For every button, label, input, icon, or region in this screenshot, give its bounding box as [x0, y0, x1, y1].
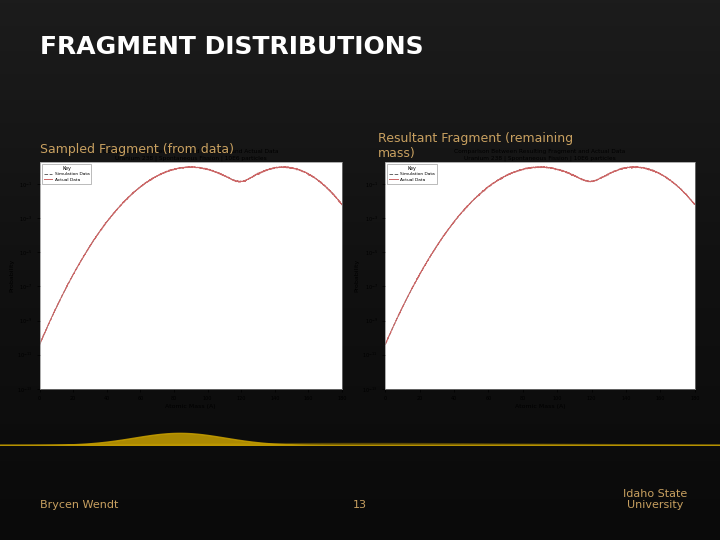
Simulation Data	[447, 222, 456, 228]
Simulation Data	[148, 175, 157, 181]
Text: Sampled Fragment (from data): Sampled Fragment (from data)	[40, 143, 233, 156]
Line: Simulation Data: Simulation Data	[40, 167, 342, 345]
Simulation Data	[53, 303, 61, 309]
Actual Data	[242, 177, 251, 184]
Y-axis label: Probability: Probability	[9, 259, 14, 292]
Text: 13: 13	[353, 500, 367, 510]
Title: Comparison Between Simululted Fragment and Actual Data
Uranium 238 | Spontaneous: Comparison Between Simululted Fragment a…	[103, 150, 279, 161]
Simulation Data	[399, 303, 408, 309]
Actual Data	[399, 303, 408, 310]
Actual Data	[100, 221, 109, 228]
Actual Data	[35, 341, 44, 348]
Title: Comparison Between Resulting Fragment and Actual Data
Uranium 238 | Spontaneous : Comparison Between Resulting Fragment an…	[454, 150, 626, 161]
Actual Data	[53, 303, 61, 310]
Simulation Data	[381, 341, 390, 348]
Actual Data	[184, 163, 193, 170]
Actual Data	[593, 177, 601, 184]
Line: Actual Data: Actual Data	[40, 166, 342, 345]
Line: Actual Data: Actual Data	[385, 166, 695, 344]
Actual Data	[381, 341, 390, 347]
Simulation Data	[507, 170, 516, 177]
Simulation Data	[338, 201, 346, 208]
Actual Data	[158, 170, 167, 177]
Simulation Data	[158, 170, 167, 177]
Actual Data	[509, 169, 518, 176]
Actual Data	[497, 174, 505, 181]
Actual Data	[690, 201, 699, 207]
Simulation Data	[497, 175, 505, 181]
Simulation Data	[630, 164, 639, 171]
Legend: Simulation Data, Actual Data: Simulation Data, Actual Data	[42, 164, 91, 184]
Actual Data	[338, 201, 346, 208]
Simulation Data	[279, 164, 287, 171]
X-axis label: Atomic Mass (A): Atomic Mass (A)	[166, 404, 216, 409]
Simulation Data	[509, 169, 518, 176]
X-axis label: Atomic Mass (A): Atomic Mass (A)	[515, 404, 565, 409]
Simulation Data	[160, 169, 168, 176]
Legend: Simulation Data, Actual Data: Simulation Data, Actual Data	[387, 164, 437, 184]
Text: FRAGMENT DISTRIBUTIONS: FRAGMENT DISTRIBUTIONS	[40, 35, 423, 59]
Actual Data	[160, 169, 168, 176]
Line: Simulation Data: Simulation Data	[385, 167, 695, 345]
Actual Data	[631, 163, 640, 170]
Simulation Data	[35, 341, 44, 348]
Actual Data	[447, 222, 456, 229]
Simulation Data	[242, 177, 251, 184]
Actual Data	[507, 170, 516, 177]
Y-axis label: Probability: Probability	[355, 259, 359, 292]
Text: Brycen Wendt: Brycen Wendt	[40, 500, 118, 510]
Simulation Data	[100, 222, 109, 228]
Actual Data	[148, 176, 157, 182]
Text: Idaho State
University: Idaho State University	[624, 489, 688, 510]
Simulation Data	[690, 201, 699, 208]
Text: Resultant Fragment (remaining
mass): Resultant Fragment (remaining mass)	[378, 132, 573, 160]
Simulation Data	[593, 177, 601, 184]
